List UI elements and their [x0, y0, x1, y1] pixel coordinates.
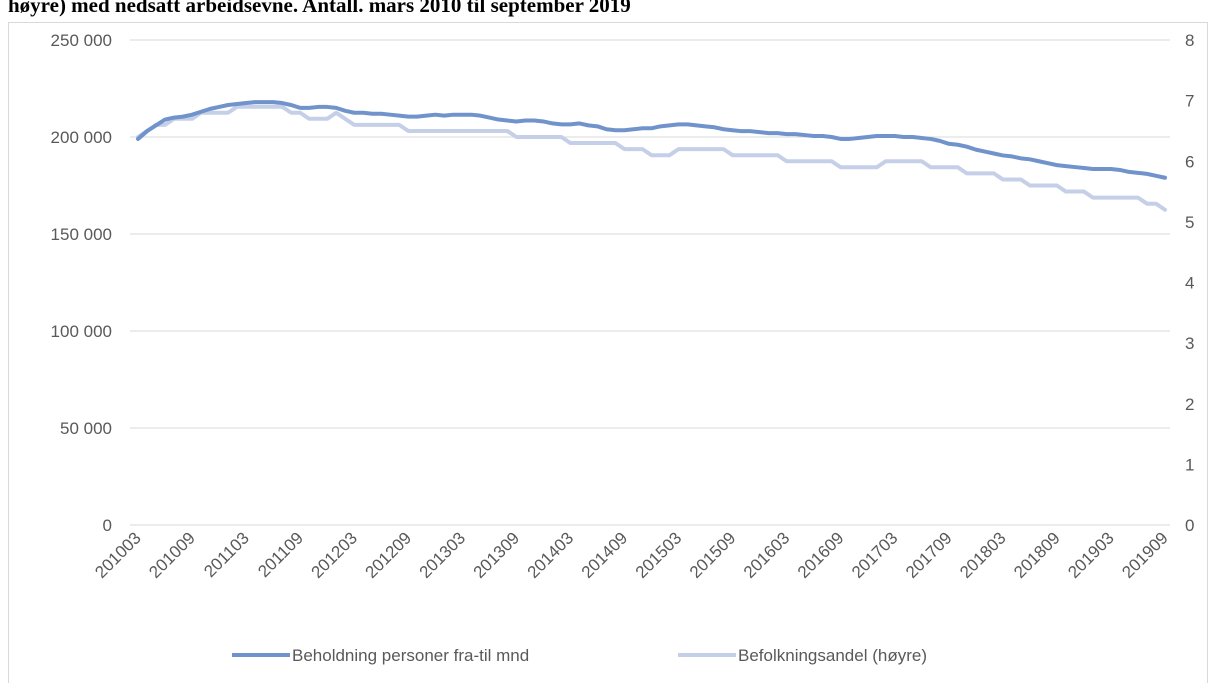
y2-tick-label: 1	[1185, 455, 1194, 474]
x-tick-label: 201003	[91, 528, 145, 582]
x-tick-label: 201603	[740, 528, 794, 582]
y-tick-label: 50 000	[60, 419, 112, 438]
y2-tick-label: 5	[1185, 213, 1194, 232]
x-tick-label: 201209	[362, 528, 416, 582]
y2-tick-label: 8	[1185, 31, 1194, 50]
y-tick-label: 250 000	[51, 31, 112, 50]
x-tick-label: 201703	[848, 528, 902, 582]
x-tick-label: 201303	[416, 528, 470, 582]
y2-tick-label: 0	[1185, 516, 1194, 535]
chart-title: høyre) med nedsatt arbeidsevne. Antall. …	[8, 0, 631, 17]
x-tick-label: 201009	[145, 528, 199, 582]
x-tick-label: 201103	[200, 528, 253, 581]
y-tick-label: 150 000	[51, 225, 112, 244]
legend-label: Befolkningsandel (høyre)	[738, 646, 927, 665]
legend-label: Beholdning personer fra-til mnd	[292, 646, 529, 665]
x-tick-label: 201709	[902, 528, 956, 582]
x-tick-label: 201509	[686, 528, 740, 582]
y-tick-label: 200 000	[51, 128, 112, 147]
x-tick-label: 201309	[470, 528, 524, 582]
x-tick-label: 201903	[1064, 528, 1118, 582]
x-tick-label: 201809	[1010, 528, 1064, 582]
chart-frame	[8, 22, 1208, 688]
x-tick-label: 201609	[794, 528, 848, 582]
x-tick-label: 201109	[254, 528, 307, 581]
x-tick-label: 201409	[578, 528, 632, 582]
x-tick-label: 201803	[956, 528, 1010, 582]
series-line	[136, 100, 1167, 180]
y2-tick-label: 6	[1185, 152, 1194, 171]
y2-tick-label: 3	[1185, 334, 1194, 353]
y2-tick-label: 7	[1185, 92, 1194, 111]
y-tick-label: 0	[103, 516, 112, 535]
x-tick-label: 201909	[1118, 528, 1172, 582]
x-tick-label: 201403	[524, 528, 578, 582]
x-tick-label: 201503	[632, 528, 686, 582]
x-tick-label: 201203	[307, 528, 361, 582]
series-line	[136, 104, 1167, 212]
y2-tick-label: 2	[1185, 395, 1194, 414]
y2-tick-label: 4	[1185, 274, 1194, 293]
y-tick-label: 100 000	[51, 322, 112, 341]
